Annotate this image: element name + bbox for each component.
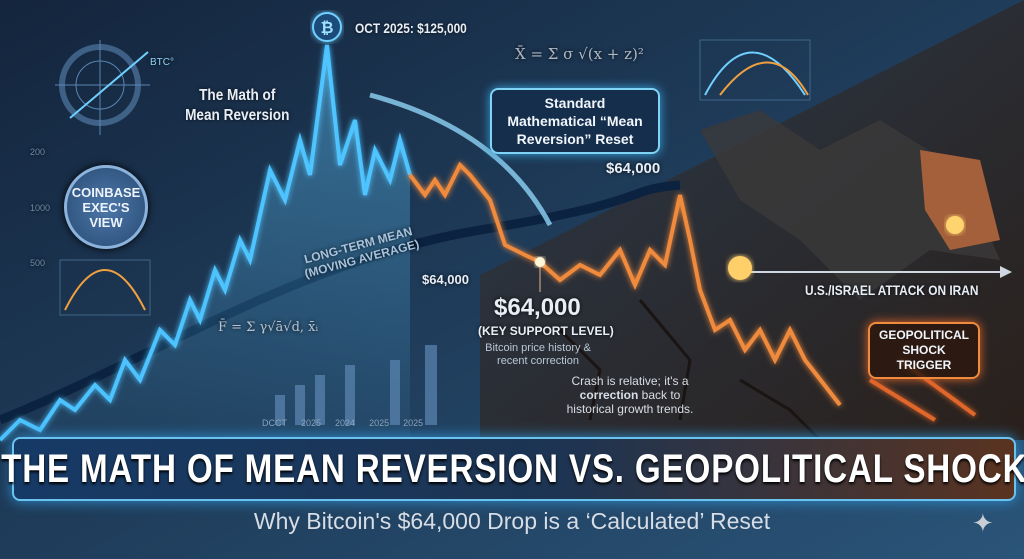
event-label: U.S./ISRAEL ATTACK ON IRAN [805, 282, 979, 298]
mini-bar-chart [275, 345, 437, 425]
axis-tick: 500 [30, 258, 46, 268]
bitcoin-price-drop-line [408, 161, 842, 407]
reversion-arrow [369, 92, 553, 227]
formula-top: X̄ = Σ σ √(x + z)² [515, 45, 644, 63]
mini-chart-label: 2024 [335, 418, 356, 428]
mini-chart-label: 2025 [403, 418, 424, 428]
explosion-icon [946, 216, 964, 234]
left-heading: The Math of Mean Reversion [185, 87, 290, 124]
mini-chart-label: DCCT [262, 418, 287, 428]
peak-label: OCT 2025: $125,000 [355, 20, 467, 36]
price-area-fill [0, 45, 410, 440]
iran-map-shape [920, 150, 1000, 250]
subtitle: Why Bitcoin's $64,000 Drop is a ‘Calcula… [253, 508, 771, 534]
coinbase-exec-badge: COINBASE EXEC'S VIEW [64, 165, 148, 249]
mean-mid-label: $64,000 [422, 272, 469, 287]
axis-tick: 1000 [30, 203, 51, 213]
explosion-icon [728, 256, 752, 280]
top-bell-curve [699, 39, 811, 101]
support-price: $64,000 [494, 294, 581, 321]
crash-note: Crash is relative; it's a correction bac… [566, 374, 694, 416]
mean-price-label: $64,000 [606, 160, 661, 177]
title-banner: THE MATH OF MEAN REVERSION VS. GEOPOLITI… [1, 437, 1024, 501]
axis-tick: 200 [30, 147, 46, 157]
mini-bell-curve [59, 259, 151, 316]
btc-gauge-label: BTC° [150, 57, 174, 68]
support-level-point [535, 257, 545, 267]
bitcoin-icon [312, 12, 342, 42]
reset-callout: Standard Mathematical “Mean Reversion” R… [490, 88, 660, 154]
support-note: Bitcoin price history & recent correctio… [485, 342, 591, 367]
support-label: (KEY SUPPORT LEVEL) [478, 324, 614, 338]
formula-bottom: F̄ = Σ γ√ā√d, x̄ᵢ [218, 320, 319, 335]
ground-cracks [558, 299, 822, 442]
shock-callout: GEOPOLITICAL SHOCK TRIGGER [868, 322, 980, 379]
btc-gauge [55, 40, 150, 135]
mini-chart-label: 2025 [301, 418, 322, 428]
svg-text:₿: ₿ [320, 19, 333, 37]
page-title: THE MATH OF MEAN REVERSION VS. GEOPOLITI… [0, 446, 1024, 491]
mini-chart-label: 2025 [369, 418, 390, 428]
mini-chart-labels: DCCT 2025 2024 2025 2025 [262, 418, 423, 428]
sparkle-icon: ✦ [972, 508, 994, 538]
